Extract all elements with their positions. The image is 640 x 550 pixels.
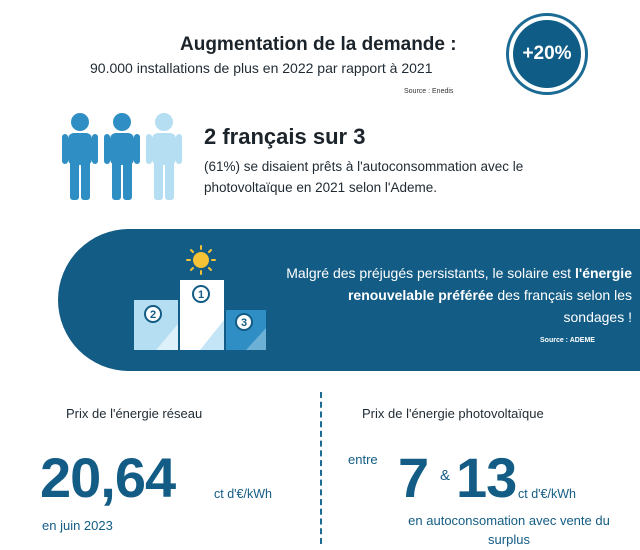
podium-label-2: 2 xyxy=(150,309,156,321)
person-icon xyxy=(146,113,182,200)
banner-source: Source : ADEME xyxy=(540,337,595,344)
grid-price-value: 20,64 xyxy=(40,446,176,509)
pv-price-title: Prix de l'énergie photovoltaïque xyxy=(362,406,544,421)
sun-icon xyxy=(186,245,216,275)
demand-title: Augmentation de la demande : xyxy=(180,34,457,55)
pv-price-prefix: entre xyxy=(348,452,378,467)
pv-price-note: en autoconsomation avec vente du surplus xyxy=(408,513,610,547)
pv-price-ampersand: & xyxy=(440,467,451,484)
person-icon xyxy=(104,113,140,200)
podium-second: 2 xyxy=(134,300,178,350)
people-icon xyxy=(62,113,182,200)
person-icon xyxy=(62,113,98,200)
demand-source: Source : Enedis xyxy=(404,88,454,95)
banner-text-bold: l'énergie renouvelable préférée xyxy=(347,265,632,303)
podium-first: 1 xyxy=(180,280,224,350)
banner-text-end: des français selon les sondages ! xyxy=(493,287,632,325)
podium-label-3: 3 xyxy=(241,317,247,329)
survey-title: 2 français sur 3 xyxy=(204,124,366,149)
grid-price-title: Prix de l'énergie réseau xyxy=(66,406,203,421)
pv-price-unit: ct d'€/kWh xyxy=(518,487,576,501)
podium-icon: 2 1 3 xyxy=(134,245,266,350)
percent-badge: +20% xyxy=(506,13,588,95)
podium-label-1: 1 xyxy=(198,289,204,301)
banner-text: Malgré des préjugés persistants, le sola… xyxy=(286,262,632,328)
grid-price-date: en juin 2023 xyxy=(42,518,113,533)
podium-third: 3 xyxy=(226,310,266,350)
pv-price-high: 13 xyxy=(456,446,517,509)
grid-price-unit: ct d'€/kWh xyxy=(214,487,272,501)
survey-text: (61%) se disaient prêts à l'autoconsomma… xyxy=(204,159,524,195)
banner-text-start: Malgré des préjugés persistants, le sola… xyxy=(286,265,575,281)
section-divider xyxy=(320,392,322,544)
demand-subtitle: 90.000 installations de plus en 2022 par… xyxy=(90,60,433,76)
percent-badge-label: +20% xyxy=(513,20,581,88)
pv-price-low: 7 xyxy=(398,446,430,509)
